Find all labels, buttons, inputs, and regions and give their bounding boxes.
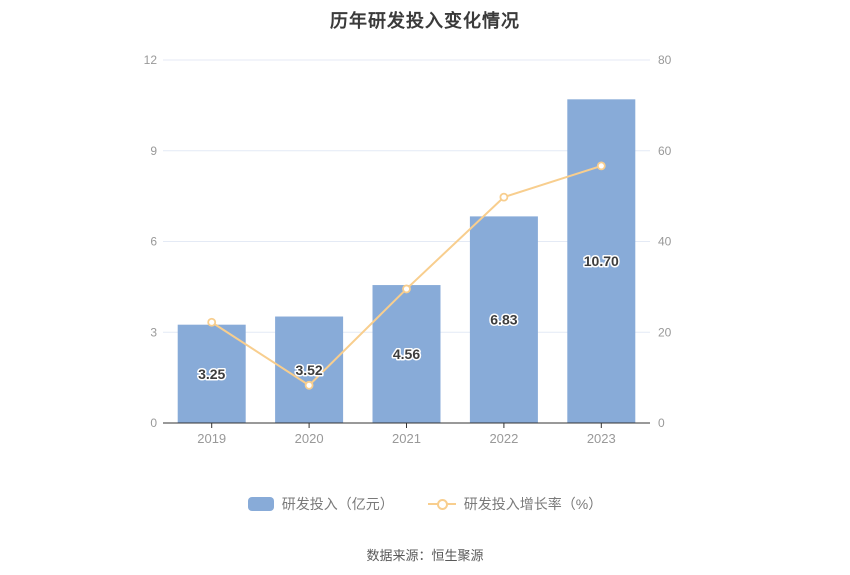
line-marker-2019	[207, 317, 217, 327]
line-marker-2021	[402, 284, 411, 294]
line-marker-2020	[304, 380, 314, 390]
line-marker-2023	[596, 161, 606, 171]
bar-series-swatch-icon	[247, 497, 274, 511]
right-axis-tick-label: 20	[658, 325, 672, 339]
right-axis-tick-label: 0	[658, 416, 665, 430]
bar-2019	[177, 324, 246, 423]
x-axis-label: 2020	[295, 431, 324, 446]
bar-value-label: 4.56	[393, 346, 420, 362]
x-axis-label: 2019	[197, 431, 226, 446]
left-axis-tick-label: 12	[144, 53, 158, 67]
legend-item-growth-rate[interactable]: 研发投入增长率（%）	[427, 494, 603, 514]
right-axis-tick-label: 40	[658, 235, 672, 249]
left-axis-tick-label: 6	[150, 235, 157, 249]
bar-value-label: 3.25	[198, 366, 225, 382]
right-axis-tick-label: 80	[658, 53, 672, 67]
left-axis-tick-label: 3	[150, 325, 157, 339]
x-axis-label: 2021	[392, 431, 421, 446]
chart-canvas: 0 3 6 9 12 0 20 40 60 80 2019 2020 2021 2022 2023 3.25 3…	[144, 53, 672, 446]
bar-value-label: 6.83	[490, 312, 517, 328]
chart-title: 历年研发投入变化情况	[330, 11, 520, 31]
chart-legend: 研发投入（亿元） 研发投入增长率（%）	[0, 494, 850, 514]
line-marker-2022	[499, 192, 509, 202]
bar-2021	[372, 285, 441, 423]
data-source-note: 数据来源：恒生聚源	[366, 548, 484, 563]
line-series-swatch-icon	[427, 497, 456, 511]
x-axis-label: 2023	[587, 431, 616, 446]
bar-value-label: 10.70	[584, 253, 619, 269]
bar-value-label: 3.52	[295, 362, 322, 378]
legend-label: 研发投入增长率（%）	[463, 496, 603, 512]
right-axis-tick-label: 60	[658, 144, 672, 158]
left-axis-tick-label: 0	[150, 416, 157, 430]
legend-label: 研发投入（亿元）	[281, 496, 394, 512]
legend-item-rd-investment[interactable]: 研发投入（亿元）	[247, 494, 394, 514]
left-axis-tick-label: 9	[150, 144, 157, 158]
bar-2022	[469, 216, 538, 423]
x-axis-label: 2022	[489, 431, 518, 446]
bar-2023	[567, 99, 636, 423]
